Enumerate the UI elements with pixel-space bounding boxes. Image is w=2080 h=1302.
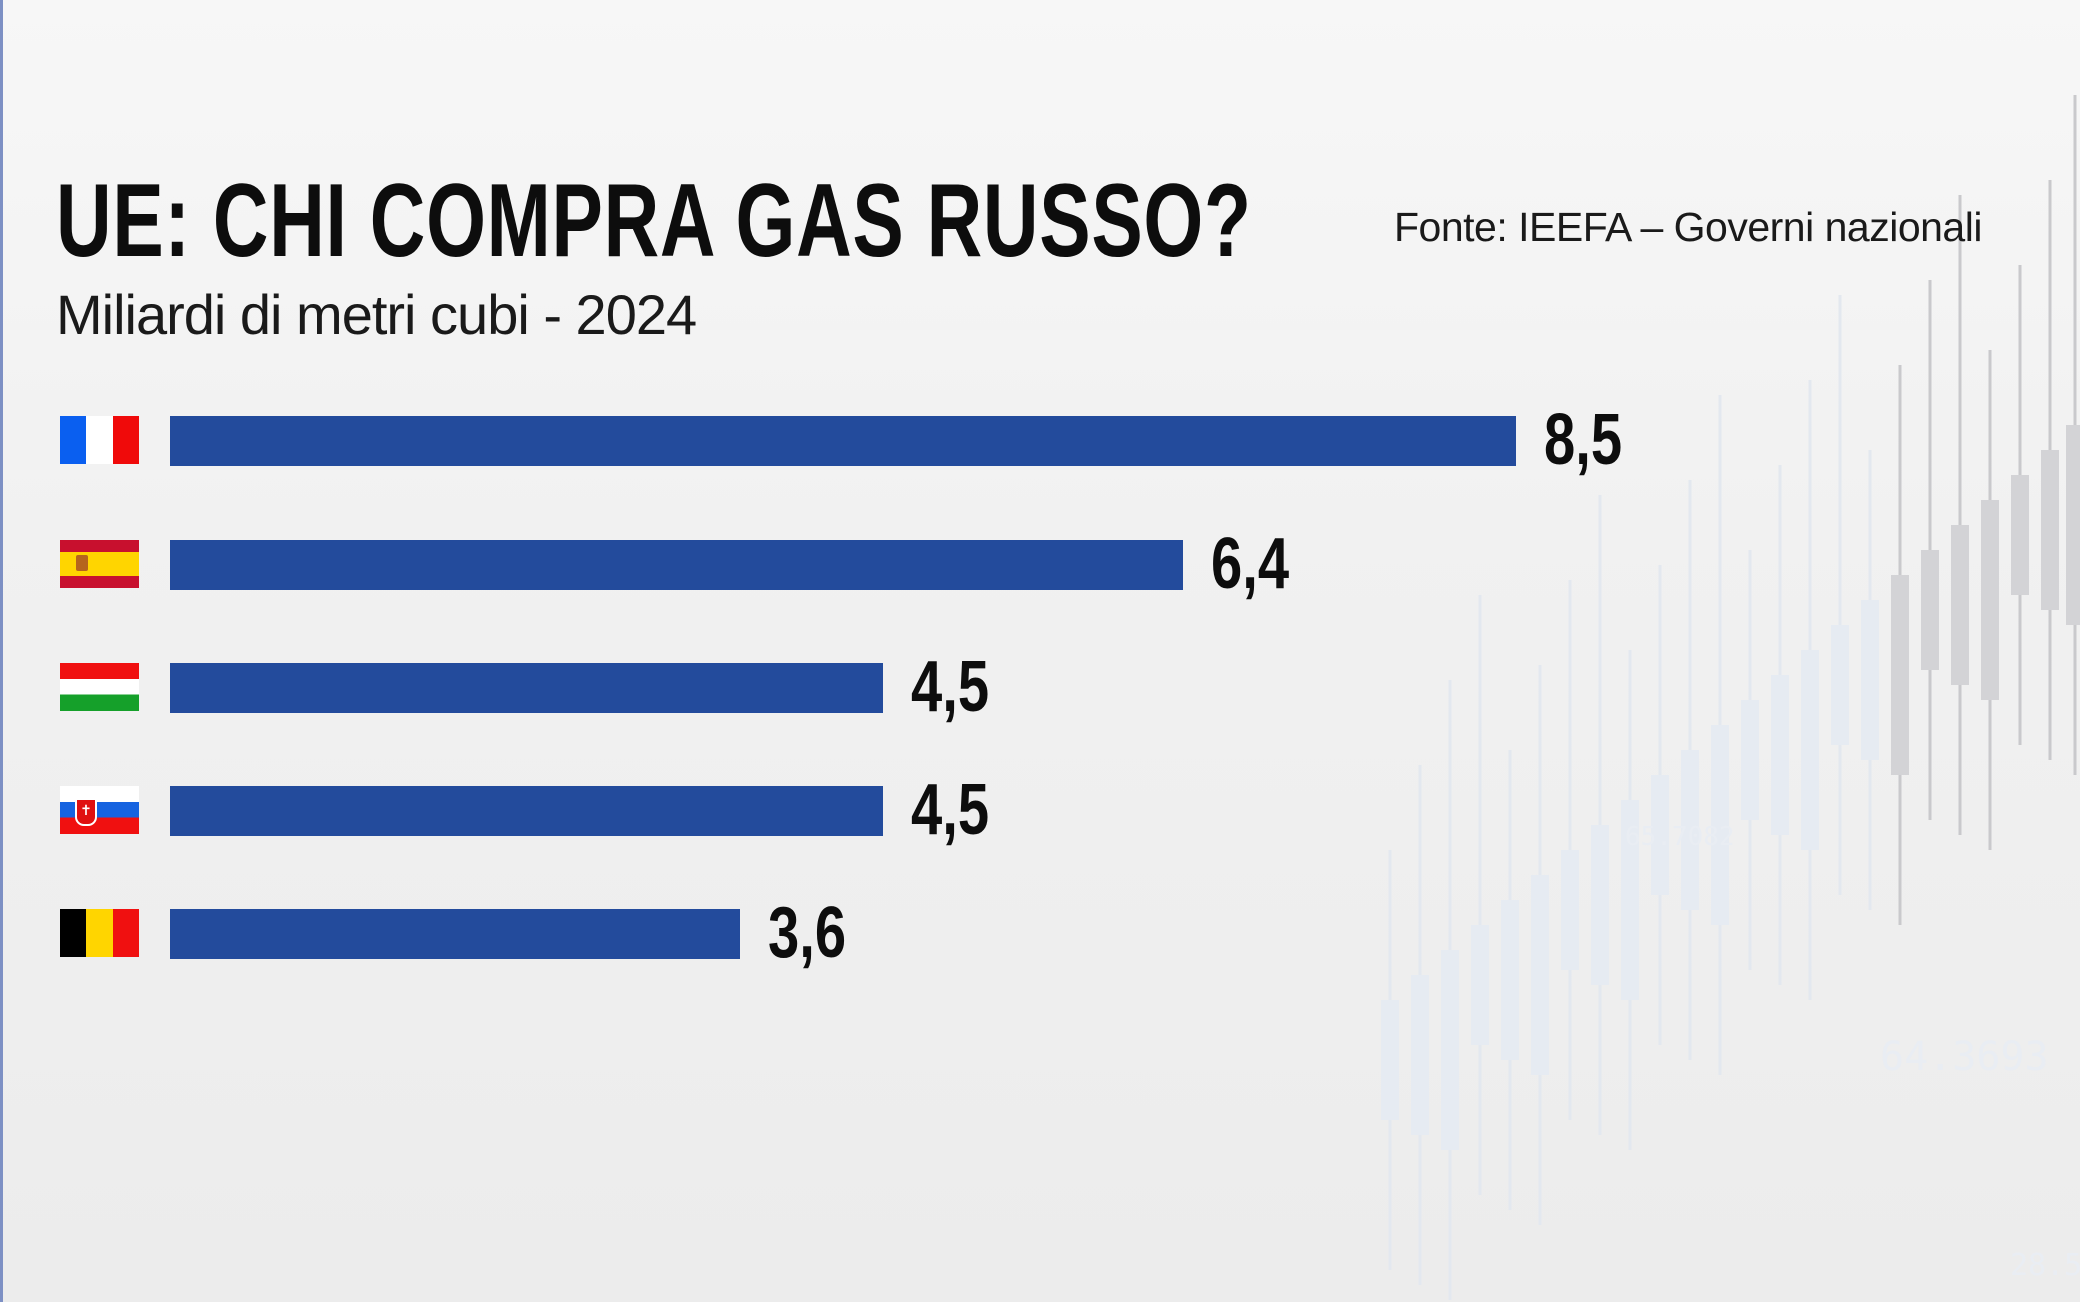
candle-body (1951, 525, 1969, 685)
candle-body (1681, 750, 1699, 910)
value-label-spain: 6,4 (1211, 524, 1290, 604)
candle-body (1801, 650, 1819, 850)
bar-belgium (170, 909, 741, 959)
candle-body (1891, 575, 1909, 775)
candle-body (1381, 1000, 1399, 1120)
candle-body (1831, 625, 1849, 745)
candle-body (1651, 775, 1669, 895)
candle-body (1591, 825, 1609, 985)
candle-body (1561, 850, 1579, 970)
candle-body (2066, 425, 2080, 625)
candle-body (1501, 900, 1519, 1060)
flag-hungary-icon (60, 663, 139, 711)
decor-number: 28.5 (2010, 1248, 2080, 1283)
value-label-hungary: 4,5 (910, 647, 989, 727)
bar-slovakia (170, 786, 883, 836)
decor-number: 64.3693 (1880, 1034, 2049, 1080)
candle-body (2041, 450, 2059, 610)
candle-body (1741, 700, 1759, 820)
chart-title: UE: CHI COMPRA GAS RUSSO? (56, 163, 1252, 279)
flag-france-icon (60, 416, 139, 464)
candle-body (1411, 975, 1429, 1135)
chart-subtitle: Miliardi di metri cubi - 2024 (56, 283, 697, 346)
flag-belgium-icon (60, 909, 139, 957)
candle-body (1711, 725, 1729, 925)
bar-spain (170, 540, 1184, 590)
candle-body (1861, 600, 1879, 760)
bar-france (170, 416, 1516, 466)
candle-body (1441, 950, 1459, 1150)
flag-slovakia-icon: ✝ (60, 786, 139, 834)
left-border (0, 0, 3, 1302)
candle-body (1981, 500, 1999, 700)
value-label-france: 8,5 (1544, 400, 1623, 480)
bar-hungary (170, 663, 883, 713)
candle-body (1771, 675, 1789, 835)
candle-body (1531, 875, 1549, 1075)
value-label-slovakia: 4,5 (910, 770, 989, 850)
candle-body (2011, 475, 2029, 595)
source-note: Fonte: IEEFA – Governi nazionali (1394, 204, 1982, 250)
candle-body (1621, 800, 1639, 1000)
value-label-belgium: 3,6 (768, 893, 847, 973)
flag-spain-icon (60, 540, 139, 588)
candle-body (1471, 925, 1489, 1045)
candle-body (1921, 550, 1939, 670)
decor-number: 65.7082 (1625, 822, 1735, 852)
